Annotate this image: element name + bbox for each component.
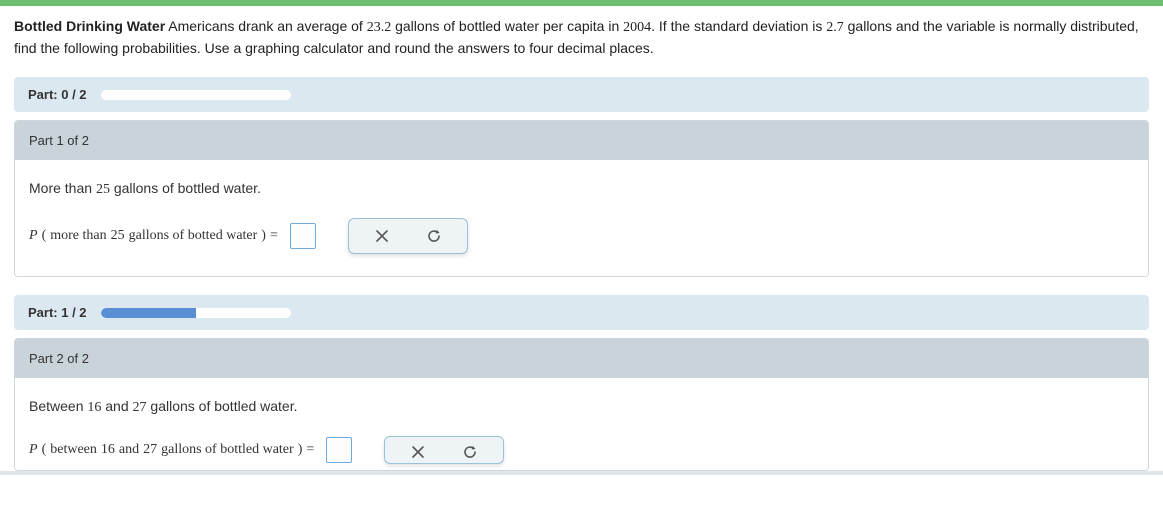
- part2-equation-line: P(between 16 and 27 gallons of bottled w…: [29, 436, 1134, 464]
- part1-equation: P(more than 25 gallons of botted water) …: [29, 228, 278, 244]
- progress-row-1: Part: 0 / 2: [14, 77, 1149, 112]
- clear-icon[interactable]: [409, 443, 427, 461]
- progress-row-2: Part: 1 / 2: [14, 295, 1149, 330]
- problem-intro: Bottled Drinking Water Americans drank a…: [14, 16, 1149, 59]
- bottom-edge: [0, 471, 1163, 475]
- reset-icon[interactable]: [425, 227, 443, 245]
- part-header: Part 2 of 2: [15, 339, 1148, 378]
- part2-answer-input[interactable]: [326, 437, 352, 463]
- page-content: Bottled Drinking Water Americans drank a…: [0, 6, 1163, 471]
- part2-toolbar: [384, 436, 504, 464]
- progress-track: [101, 308, 291, 318]
- progress-fill: [101, 308, 196, 318]
- part1-equation-line: P(more than 25 gallons of botted water) …: [29, 218, 1134, 254]
- progress-label: Part: 1 / 2: [28, 305, 87, 320]
- part1-answer-input[interactable]: [290, 223, 316, 249]
- part2-prompt: Between 16 and 27 gallons of bottled wat…: [29, 396, 1134, 418]
- part-body: Between 16 and 27 gallons of bottled wat…: [15, 378, 1148, 470]
- problem-title: Bottled Drinking Water: [14, 18, 165, 34]
- progress-track: [101, 90, 291, 100]
- part1-prompt: More than 25 gallons of bottled water.: [29, 178, 1134, 200]
- part-card-2: Part 2 of 2 Between 16 and 27 gallons of…: [14, 338, 1149, 471]
- reset-icon[interactable]: [461, 443, 479, 461]
- progress-label: Part: 0 / 2: [28, 87, 87, 102]
- clear-icon[interactable]: [373, 227, 391, 245]
- part1-toolbar: [348, 218, 468, 254]
- part-header: Part 1 of 2: [15, 121, 1148, 160]
- part2-equation: P(between 16 and 27 gallons of bottled w…: [29, 442, 314, 458]
- part-body: More than 25 gallons of bottled water. P…: [15, 160, 1148, 276]
- part-card-1: Part 1 of 2 More than 25 gallons of bott…: [14, 120, 1149, 277]
